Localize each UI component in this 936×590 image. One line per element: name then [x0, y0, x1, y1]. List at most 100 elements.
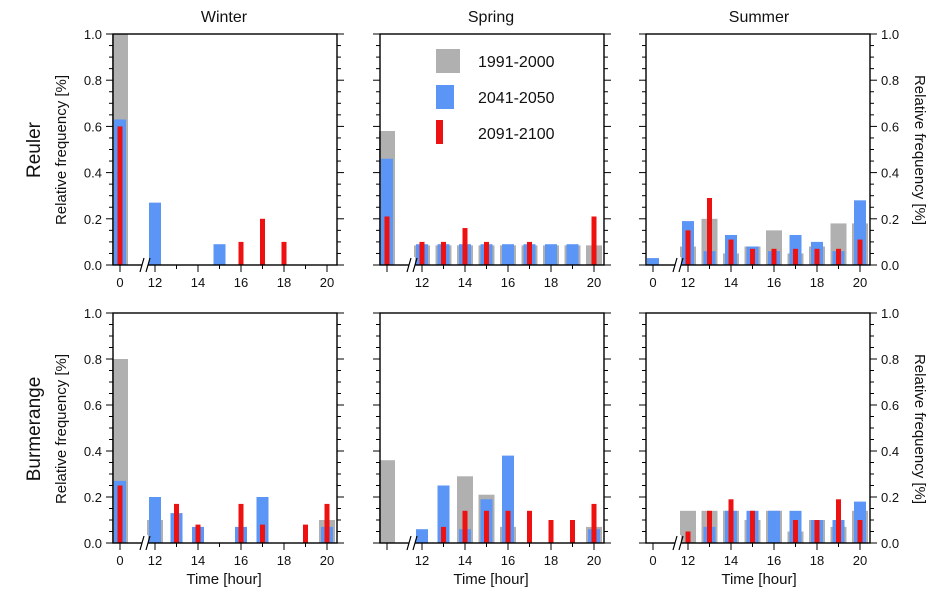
bar-2091-2100-16 — [505, 510, 511, 543]
bar-2091-2100-16 — [238, 503, 244, 543]
ytick-label-right: 0.2 — [881, 490, 899, 505]
axis-break-mark — [412, 535, 418, 551]
axis-break-mark — [145, 535, 151, 551]
xtick-label: 18 — [544, 553, 558, 568]
ytick-label-right: 0.4 — [881, 444, 899, 459]
bar-2091-2100-19 — [303, 524, 308, 543]
bar-2041-2050-12 — [416, 529, 428, 543]
bar-2041-2050-16 — [502, 244, 514, 265]
column-title-spring: Spring — [468, 9, 514, 26]
ytick-label-right: 0.0 — [881, 536, 899, 551]
xtick-label: 0 — [116, 275, 123, 290]
xtick-label: 0 — [649, 275, 656, 290]
axis-break-gap — [675, 535, 681, 551]
xtick-label: 18 — [277, 553, 291, 568]
bar-2091-2100-20 — [591, 503, 597, 543]
xtick-label: 14 — [458, 275, 472, 290]
bar-2091-2100-14 — [195, 524, 201, 543]
xtick-label: 18 — [810, 553, 824, 568]
xtick-label: 20 — [853, 553, 867, 568]
ytick-label: 0.4 — [84, 166, 102, 181]
legend-swatch-2091-2100 — [436, 120, 443, 144]
bar-2091-2100-12 — [685, 230, 691, 265]
bar-2091-2100-17 — [527, 510, 532, 543]
ytick-label: 0.6 — [84, 398, 102, 413]
bar-2091-2100-12 — [685, 531, 691, 543]
xtick-label: 20 — [587, 275, 601, 290]
ytick-label-right: 0.2 — [881, 212, 899, 227]
bar-2091-2100-13 — [174, 503, 179, 543]
axis-break-gap — [675, 257, 681, 273]
ytick-label-right: 1.0 — [881, 27, 899, 42]
bar-2091-2100-17 — [260, 524, 265, 543]
xtick-label: 12 — [415, 553, 429, 568]
axis-break-mark — [678, 535, 684, 551]
xtick-label: 18 — [810, 275, 824, 290]
axis-break-mark — [145, 257, 151, 273]
xtick-label: 0 — [116, 553, 123, 568]
bar-2091-2100-18 — [814, 248, 820, 265]
bar-2091-2100-14 — [728, 499, 734, 543]
bar-2091-2100-15 — [750, 248, 755, 265]
ytick-label: 0.2 — [84, 490, 102, 505]
bar-2091-2100-18 — [548, 520, 554, 543]
axis-break-mark — [406, 257, 412, 273]
xtick-label: 20 — [587, 553, 601, 568]
panel-reuler-winter: 0.0 0.2 0.4 0.6 0.8 1.0 0 12 14 16 18 20 — [84, 27, 344, 290]
ytick-label-right: 0.8 — [881, 352, 899, 367]
bar-2091-2100-15 — [484, 510, 489, 543]
axis-break-mark — [139, 257, 145, 273]
axis-break-mark — [672, 257, 678, 273]
legend-label-2091-2100: 2091-2100 — [478, 126, 555, 143]
bar-2091-2100-20 — [591, 216, 597, 265]
axis-break-mark — [678, 257, 684, 273]
bar-2041-2050-12 — [149, 202, 161, 265]
xtick-label: 12 — [681, 553, 695, 568]
bar-2091-2100-17 — [793, 248, 798, 265]
xlabel-spring: Time [hour] — [453, 571, 528, 588]
panel-burmerange-winter: 0.0 0.2 0.4 0.6 0.8 1.0 0 12 14 16 18 20 — [84, 306, 344, 568]
ylabel-left-reuler: Relative frequency [%] — [53, 75, 70, 225]
bar-2091-2100-19 — [836, 248, 841, 265]
bar-2041-2050-17 — [256, 497, 269, 543]
bar-2041-2050-19 — [566, 244, 579, 265]
axis-break-mark — [412, 257, 418, 273]
bar-2091-2100-0 — [117, 126, 123, 266]
bar-2041-2050-16 — [502, 455, 514, 543]
xtick-label: 16 — [501, 275, 515, 290]
axis-break-mark — [139, 535, 145, 551]
xtick-label: 12 — [681, 275, 695, 290]
ytick-label: 0.4 — [84, 444, 102, 459]
legend-label-2041-2050: 2041-2050 — [478, 90, 555, 107]
bar-2091-2100-18 — [814, 520, 820, 543]
xtick-label: 16 — [767, 553, 781, 568]
bar-2041-2050-0 — [647, 258, 659, 265]
bar-2091-2100-12 — [419, 241, 425, 265]
bar-2091-2100-16 — [771, 248, 777, 265]
bar-2091-2100-20 — [857, 239, 863, 265]
bar-2091-2100-20 — [324, 503, 330, 543]
xtick-label: 12 — [148, 275, 162, 290]
bar-2091-2100-14 — [728, 239, 734, 265]
legend-swatch-1991-2000 — [436, 49, 460, 73]
xtick-label: 14 — [458, 553, 472, 568]
ytick-label-right: 0.0 — [881, 258, 899, 273]
panel-reuler-spring: 12 14 16 18 20 — [373, 33, 611, 290]
xtick-label: 14 — [191, 553, 205, 568]
ytick-label: 0.8 — [84, 73, 102, 88]
bar-2091-2100-19 — [570, 520, 575, 543]
axis-break-mark — [406, 535, 412, 551]
bar-2091-2100-19 — [836, 499, 841, 543]
bar-2091-2100-16 — [238, 241, 244, 265]
ytick-label-right: 0.8 — [881, 73, 899, 88]
xtick-label: 18 — [277, 275, 291, 290]
bar-1991-2000-0 — [379, 460, 395, 543]
bar-2091-2100-13 — [441, 526, 446, 543]
xtick-label: 20 — [853, 275, 867, 290]
xlabel-winter: Time [hour] — [186, 571, 261, 588]
xtick-label: 0 — [649, 553, 656, 568]
panel-reuler-summer: 0.0 0.2 0.4 0.6 0.8 1.0 0 12 14 16 18 20 — [639, 27, 899, 290]
bar-2041-2050-16 — [768, 510, 780, 543]
ytick-label: 0.6 — [84, 119, 102, 134]
